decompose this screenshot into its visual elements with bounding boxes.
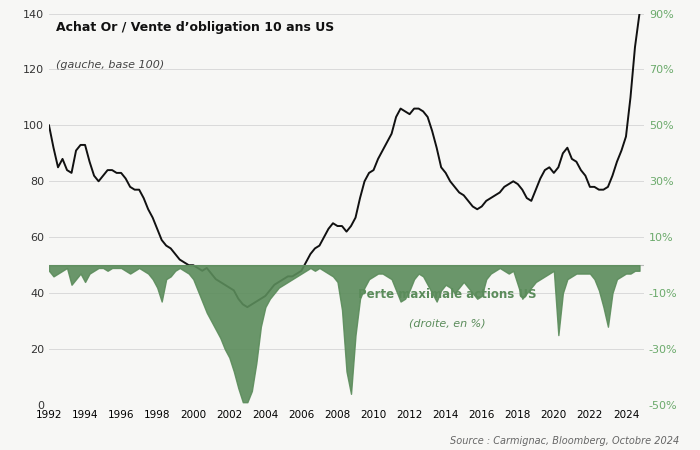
Text: (gauche, base 100): (gauche, base 100) <box>56 60 164 71</box>
Text: (droite, en %): (droite, en %) <box>410 319 486 329</box>
Text: Perte maximale actions US: Perte maximale actions US <box>358 288 537 301</box>
Text: Source : Carmignac, Bloomberg, Octobre 2024: Source : Carmignac, Bloomberg, Octobre 2… <box>449 436 679 446</box>
Text: Achat Or / Vente d’obligation 10 ans US: Achat Or / Vente d’obligation 10 ans US <box>56 21 335 34</box>
